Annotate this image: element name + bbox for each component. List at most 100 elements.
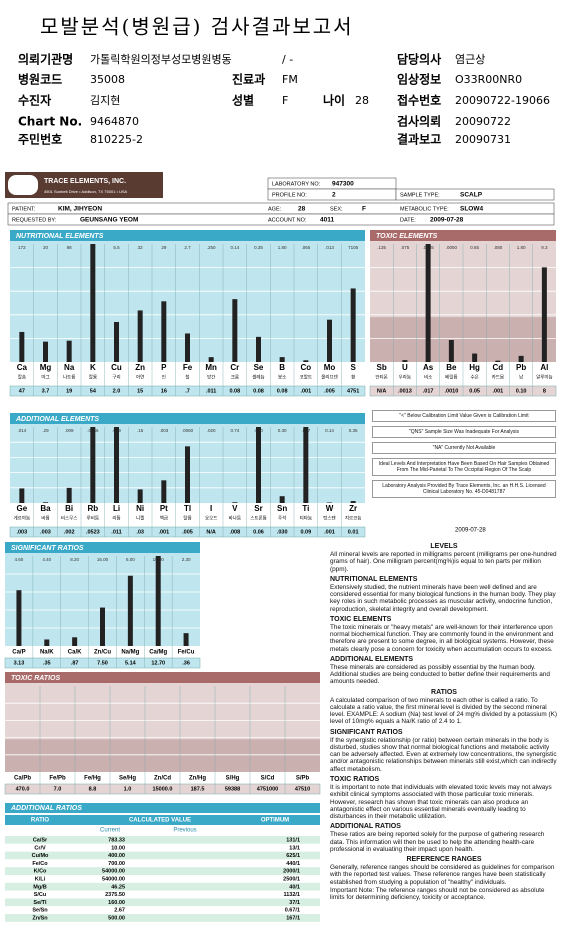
legend-box: "<" Below Calibration Limit Value Given … [372,410,556,502]
table-header-cell: OPTIMUM [261,818,289,824]
ratio-optimum: 167/1 [286,915,300,921]
element-value: 16 [161,388,167,394]
panel-header [5,672,320,683]
info-value: 20090722 [455,115,511,128]
element-name-ko: 티타늄 [300,515,312,522]
value-band-border [4,783,321,795]
element-value: 470.0 [16,786,30,792]
ratio-optimum: 440/1 [286,861,300,867]
bar [43,502,48,503]
element-symbol: Na/Mg [121,650,139,656]
element-value: N/A [206,529,216,535]
element-value: .001 [158,529,169,535]
element-symbol: Ni [136,504,144,513]
element-symbol: Na/K [40,650,54,656]
ratio-name: Cu/Mo [32,853,49,859]
info-label: 진료과 [232,72,265,87]
table-row [5,882,320,891]
element-symbol: V [232,504,238,513]
note-text: All mineral levels are reported in milli… [330,551,557,573]
note-heading: SIGNIFICANT RATIOS [330,728,403,736]
element-name-ko: 마그 [41,374,49,381]
bar [518,355,524,362]
element-symbol: Hg [469,363,480,372]
ratio-optimum: 1132/1 [283,892,300,898]
element-name-ko: 인 [162,374,166,381]
info-value: 9464870 [90,115,139,128]
ratio-optimum: 131/1 [286,837,300,843]
bar [495,360,501,362]
scale-top-label: 20 [43,245,49,250]
bar [72,637,78,646]
element-value: .011 [206,388,216,394]
scale-top-label: 1.80 [517,245,526,250]
table-row [5,906,320,914]
field-label: SAMPLE TYPE: [400,192,440,198]
label-band [5,772,320,784]
scale-top-label: 0.30 [278,428,287,433]
element-symbol: S/Cd [261,776,275,782]
element-symbol: Zn/Cu [94,650,111,656]
scale-top-label: 2.7 [184,245,191,250]
field-label: METABOLIC TYPE: [400,206,449,212]
element-value: 19 [66,388,72,394]
element-symbol: B [279,363,285,372]
scale-top-label: .014 [17,428,26,433]
ratio-optimum: 625/1 [286,853,300,859]
scale-top-label: .250 [207,245,216,250]
bar [155,556,161,646]
info-value: 김지현 [90,94,120,107]
element-symbol: Ca/Mg [149,650,167,656]
ratio-optimum: 40/1 [289,884,300,890]
element-value: 1.0 [124,786,132,792]
element-symbol: Fe [183,363,193,372]
info-label: 의뢰기관명 [18,52,73,67]
element-value: 0.09 [300,529,311,535]
panel-header [5,542,200,553]
scale-top-label: 32 [138,245,144,250]
legend-item: Laboratory Analysis Provided By Trace El… [372,480,556,498]
scale-top-label: .0050 [446,245,458,250]
element-symbol: Rb [87,504,98,513]
field-label: AGE: [268,206,282,212]
note-text: These minerals are considered as possibl… [330,664,550,686]
value-band-border [369,385,557,397]
element-symbol: Cr [230,363,239,372]
legend-item: Ideal Levels And Interpretation Have Bee… [372,458,556,476]
element-symbol: Bi [65,504,73,513]
element-name-ko: 루비듐 [87,515,99,522]
field-label: PROFILE NO: [272,192,307,198]
bar [137,310,143,362]
element-value: .011 [111,529,121,535]
label-band [10,362,365,386]
note-heading: REFERENCE RANGES [406,855,482,863]
element-value: .030 [277,529,288,535]
element-symbol: Sn [277,504,287,513]
element-name-ko: 철 [185,374,189,381]
element-symbol: Pt [160,504,168,513]
scale-top-label: .0060 [182,428,194,433]
element-symbol: Mg [40,363,52,372]
bar [232,299,238,362]
ratio-value: 400.00 [108,853,125,859]
info-label: 임상정보 [397,72,441,87]
info-value: 35008 [90,73,125,86]
field-box [7,213,555,226]
panel-header [10,230,365,241]
legend-item: "NA" Currently Not Available [372,442,556,454]
info-value: 20090722-19066 [455,94,550,107]
note-heading: ADDITIONAL RATIOS [330,823,401,831]
ratio-name: S/Cu [34,892,47,898]
field-value: KIM, JIHYEON [58,206,102,213]
element-name-ko: 우라늄 [399,374,411,381]
bar [161,301,167,362]
info-value: 가톨릭학원의정부성모병원병동 [90,53,232,66]
ratio-optimum: 2500/1 [283,876,300,882]
element-value: .002 [64,529,75,535]
info-label: 담당의사 [397,52,441,67]
scale-top-label: .080 [493,245,502,250]
element-value: 0.01 [348,529,359,535]
element-value: .7 [185,388,190,394]
scale-top-label: 98 [67,245,73,250]
